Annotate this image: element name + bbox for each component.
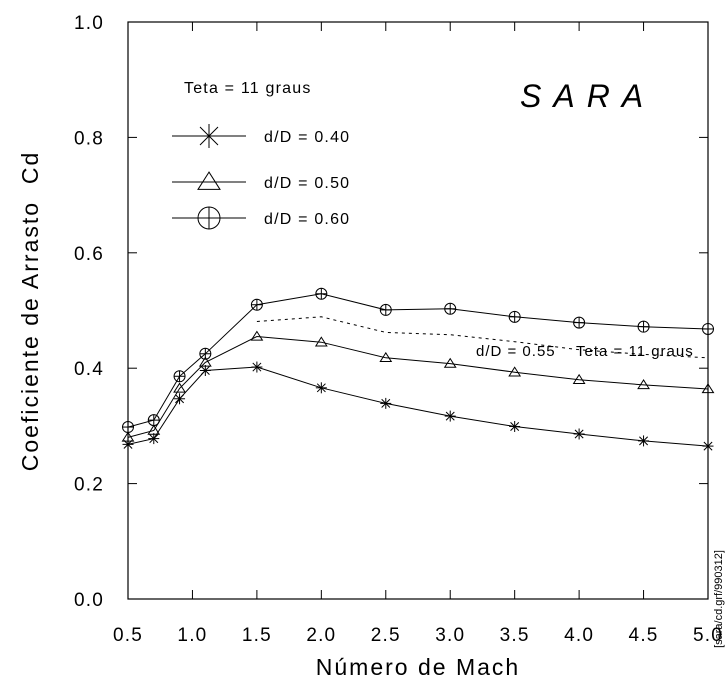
series-line <box>127 335 709 438</box>
marker-asterisk <box>509 420 521 432</box>
y-tick-label: 0.4 <box>74 359 104 380</box>
x-tick-label: 4.5 <box>629 625 659 646</box>
marker-circle-cross <box>147 414 160 427</box>
marker-circle-cross <box>122 421 134 434</box>
x-axis-title: Número de Mach <box>316 654 520 680</box>
marker-triangle <box>250 330 264 341</box>
marker-asterisk <box>197 124 221 148</box>
marker-triangle <box>572 373 586 384</box>
legend: d/D = 0.40 d/D = 0.50 d/D = 0.60 <box>172 124 350 230</box>
x-tick-label: 1.0 <box>177 625 207 646</box>
brand-label: SARA <box>520 78 655 114</box>
marker-circle-cross <box>379 303 392 316</box>
series-layer <box>121 287 715 452</box>
marker-circle-cross <box>315 287 328 300</box>
y-axis-title: Coeficiente de Arrasto Cd <box>17 151 43 471</box>
marker-circle-cross <box>702 322 714 335</box>
legend-item-d060: d/D = 0.60 <box>172 206 350 230</box>
marker-circle-cross <box>199 347 212 360</box>
marker-circle-cross <box>173 370 186 383</box>
series-line <box>127 366 709 447</box>
y-tick-label: 0.2 <box>74 475 104 496</box>
legend-item-d050: d/D = 0.50 <box>172 171 350 192</box>
marker-asterisk <box>380 397 392 409</box>
series-d060 <box>122 287 714 434</box>
marker-triangle <box>443 357 457 368</box>
marker-asterisk <box>174 393 186 405</box>
marker-asterisk <box>573 428 585 440</box>
y-tick-label: 1.0 <box>74 13 104 34</box>
legend-label: d/D = 0.50 <box>264 175 350 192</box>
plot-frame <box>127 21 709 600</box>
legend-label: d/D = 0.60 <box>264 211 350 228</box>
marker-asterisk <box>444 410 456 422</box>
legend-label: d/D = 0.40 <box>264 129 350 146</box>
marker-circle-cross <box>508 310 521 323</box>
marker-asterisk <box>122 438 134 450</box>
axis-ticks: 0.5 1.0 1.5 2.0 2.5 3.0 3.5 4.0 4.5 5.0 0.0 0.2 0.4 0… <box>74 13 723 646</box>
x-tick-label: 2.0 <box>306 625 336 646</box>
marker-triangle <box>379 351 393 363</box>
marker-triangle <box>637 379 650 390</box>
x-tick-label: 2.5 <box>371 625 401 646</box>
marker-asterisk <box>251 361 263 373</box>
marker-asterisk <box>315 382 327 394</box>
marker-asterisk <box>702 440 714 452</box>
series-line <box>127 293 709 428</box>
marker-triangle <box>198 356 212 367</box>
marker-triangle <box>173 382 186 393</box>
series-d040 <box>122 361 714 452</box>
marker-asterisk <box>148 433 160 445</box>
x-tick-label: 1.5 <box>242 625 272 646</box>
series-d050 <box>121 330 715 442</box>
marker-triangle <box>147 424 161 435</box>
x-tick-label: 0.5 <box>113 625 143 646</box>
marker-asterisk <box>199 365 211 377</box>
marker-circle-cross <box>637 320 650 333</box>
legend-item-d040: d/D = 0.40 <box>172 124 350 148</box>
marker-triangle <box>197 171 221 190</box>
marker-triangle <box>701 383 715 394</box>
x-tick-label: 3.5 <box>500 625 530 646</box>
x-tick-label: 5.0 <box>693 625 723 646</box>
y-tick-label: 0.0 <box>74 590 104 611</box>
legend-title: Teta = 11 graus <box>184 80 312 97</box>
marker-triangle <box>508 366 522 377</box>
marker-circle-cross <box>573 316 586 329</box>
x-tick-label: 3.0 <box>435 625 465 646</box>
marker-circle-cross <box>250 298 263 311</box>
y-tick-label: 0.6 <box>74 244 104 265</box>
dashed-series-line <box>256 316 709 359</box>
y-tick-label: 0.8 <box>74 128 104 149</box>
marker-triangle <box>314 336 328 347</box>
marker-circle-cross <box>444 302 457 315</box>
marker-asterisk <box>638 435 650 447</box>
dashed-series-label: d/D = 0.55 Teta = 11 graus <box>476 343 694 360</box>
marker-circle-cross <box>197 206 221 230</box>
marker-triangle <box>121 431 135 442</box>
file-reference-note: [sara/cd.grf/990312] <box>713 550 725 648</box>
x-tick-label: 4.0 <box>564 625 594 646</box>
